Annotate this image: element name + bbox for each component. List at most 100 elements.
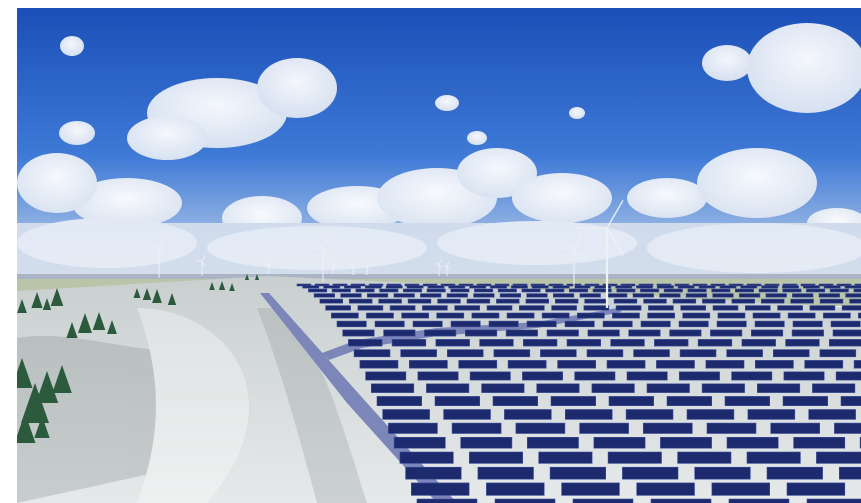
solar-panel (607, 451, 662, 464)
solar-panel (830, 320, 861, 328)
solar-panel (401, 312, 430, 319)
solar-panel (792, 320, 823, 328)
tree (92, 312, 106, 330)
solar-panel (389, 305, 416, 311)
solar-panel (744, 305, 771, 311)
solar-panel (819, 349, 857, 358)
solar-panel (400, 349, 437, 358)
solar-panel (541, 312, 570, 319)
tree (50, 288, 64, 306)
solar-panel (434, 396, 481, 406)
solar-panel (366, 312, 394, 319)
solar-panel (806, 288, 826, 293)
solar-panel (518, 305, 545, 311)
solar-panel (642, 422, 693, 434)
solar-panel (579, 422, 629, 434)
solar-panel (752, 312, 781, 319)
solar-panel (705, 360, 745, 369)
tree (107, 320, 117, 334)
solar-panel (770, 422, 821, 434)
solar-panel (583, 305, 610, 311)
solar-panel (536, 383, 580, 393)
tree (152, 289, 162, 303)
solar-panel (786, 482, 846, 496)
solar-panel (550, 396, 597, 406)
solar-panel (499, 293, 522, 298)
solar-panel (365, 371, 407, 381)
solar-panel (496, 298, 520, 304)
solar-panel (669, 329, 702, 337)
solar-panel (325, 305, 351, 311)
solar-panel (460, 436, 513, 449)
wind-turbine (559, 234, 582, 288)
solar-panel (446, 349, 484, 358)
solar-panel (656, 360, 695, 369)
solar-panel (845, 293, 861, 298)
wind-turbine (575, 199, 624, 308)
solar-panel (677, 285, 695, 289)
solar-panel (678, 371, 720, 381)
solar-panel (451, 422, 502, 434)
solar-panel (694, 466, 751, 480)
solar-panel (785, 339, 820, 347)
solar-panel (806, 498, 861, 503)
solar-panel (579, 293, 601, 298)
solar-panel (679, 349, 717, 358)
solar-panel (633, 349, 670, 358)
solar-panel (545, 288, 565, 293)
solar-panel (405, 466, 462, 480)
solar-panel (613, 298, 638, 304)
solar-panel (822, 312, 851, 319)
solar-panel (772, 349, 810, 358)
solar-panel (331, 288, 351, 293)
solar-panel (313, 293, 336, 298)
solar-panel (754, 360, 794, 369)
wind-turbine (434, 259, 442, 276)
solar-panel (636, 482, 695, 496)
solar-panel (710, 329, 743, 337)
solar-panel (566, 339, 602, 347)
solar-panel (497, 288, 517, 293)
solar-panel (734, 288, 754, 293)
solar-panel (726, 349, 763, 358)
rendered-scene (17, 8, 861, 503)
solar-panel (406, 285, 424, 289)
solar-panel (505, 329, 538, 337)
solar-panel (717, 312, 746, 319)
solar-panel (816, 451, 861, 464)
solar-panel (330, 312, 359, 319)
solar-panel (388, 422, 438, 434)
solar-panel (724, 396, 771, 406)
solar-panel (615, 305, 642, 311)
solar-panel (782, 396, 829, 406)
solar-panel (526, 293, 548, 298)
solar-panel (758, 288, 778, 293)
solar-panel (594, 285, 612, 289)
solar-panel (466, 298, 491, 304)
tree (66, 322, 78, 338)
solar-panel (357, 305, 384, 311)
tree (78, 313, 92, 333)
solar-panel (424, 329, 457, 337)
solar-panel (840, 396, 861, 406)
solar-panel (760, 298, 785, 304)
solar-panel (479, 339, 514, 347)
solar-panel (427, 285, 445, 289)
solar-panel (568, 288, 588, 293)
tree (17, 358, 33, 388)
solar-panel (858, 312, 861, 319)
solar-panel (385, 285, 403, 289)
wind-turbines (148, 199, 624, 308)
solar-panel (522, 371, 563, 381)
solar-panel (450, 320, 481, 328)
solar-panel (493, 349, 531, 358)
solar-panel (647, 312, 675, 319)
solar-panel (549, 466, 606, 480)
solar-panel (336, 320, 367, 328)
solar-panel (490, 285, 507, 289)
solar-panel (393, 436, 446, 449)
solar-panel (471, 312, 500, 319)
solar-panel (731, 298, 756, 304)
solar-panel (458, 283, 474, 287)
tree (42, 298, 52, 310)
